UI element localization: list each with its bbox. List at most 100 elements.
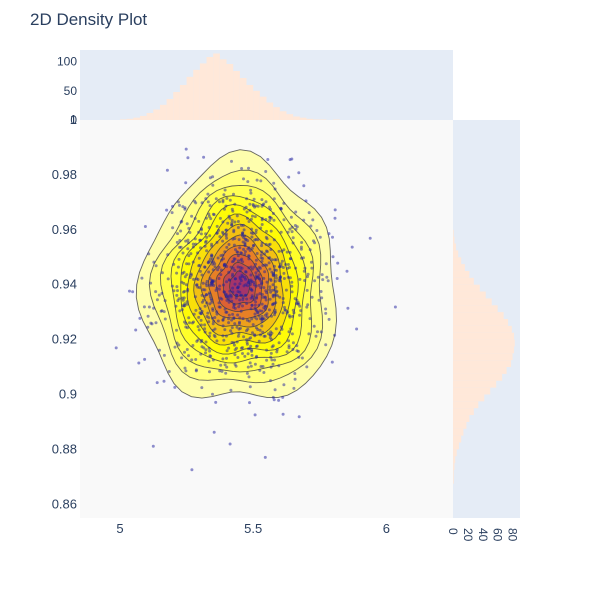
scatter-point xyxy=(235,340,239,344)
scatter-point xyxy=(195,283,199,287)
top-hist-bar xyxy=(259,96,267,120)
top-hist-bar xyxy=(119,119,127,120)
scatter-point xyxy=(251,331,254,335)
scatter-point xyxy=(260,244,264,248)
scatter-point xyxy=(254,274,258,278)
scatter-point xyxy=(160,291,164,295)
scatter-point xyxy=(217,301,221,305)
scatter-point xyxy=(217,228,221,232)
scatter-point xyxy=(305,288,309,292)
right-hist-bar xyxy=(453,270,470,278)
scatter-point xyxy=(249,364,253,368)
scatter-point xyxy=(292,386,296,390)
scatter-point xyxy=(248,202,252,206)
right-hist-bar xyxy=(453,243,456,251)
scatter-point xyxy=(263,263,267,267)
scatter-point xyxy=(232,343,236,347)
scatter-point xyxy=(355,327,359,331)
scatter-point xyxy=(173,345,177,349)
scatter-point xyxy=(291,314,295,318)
scatter-point xyxy=(222,283,225,287)
scatter-point xyxy=(243,293,247,297)
scatter-point xyxy=(193,199,197,203)
scatter-point xyxy=(215,286,219,290)
scatter-point xyxy=(227,346,231,350)
scatter-point xyxy=(224,232,228,236)
scatter-point xyxy=(304,199,308,203)
scatter-point xyxy=(215,240,219,244)
right-hist-bar xyxy=(453,298,492,306)
scatter-point xyxy=(229,329,233,333)
scatter-point xyxy=(288,276,292,280)
scatter-point xyxy=(167,370,171,373)
scatter-point xyxy=(267,308,271,312)
scatter-point xyxy=(244,270,248,274)
top-hist-bar xyxy=(273,107,280,120)
scatter-point xyxy=(264,298,268,302)
scatter-point xyxy=(197,230,201,234)
scatter-point xyxy=(212,284,216,287)
scatter-point xyxy=(208,234,212,238)
scatter-point xyxy=(181,251,185,255)
scatter-point xyxy=(241,275,245,279)
scatter-point xyxy=(235,214,239,218)
scatter-point xyxy=(203,323,207,327)
scatter-point xyxy=(249,278,253,282)
scatter-point xyxy=(274,301,278,305)
scatter-point xyxy=(269,365,273,369)
scatter-point xyxy=(245,297,249,301)
scatter-point xyxy=(229,388,233,392)
scatter-point xyxy=(248,208,252,212)
scatter-point xyxy=(192,277,196,281)
top-hist-bar xyxy=(166,99,174,120)
scatter-point xyxy=(243,250,247,254)
scatter-point xyxy=(291,236,295,240)
scatter-point xyxy=(206,311,210,315)
scatter-point xyxy=(246,327,250,331)
scatter-point xyxy=(256,269,260,273)
scatter-point xyxy=(254,228,258,232)
scatter-point xyxy=(297,171,301,175)
scatter-point xyxy=(190,214,194,218)
scatter-point xyxy=(312,324,316,328)
scatter-point xyxy=(227,298,231,301)
scatter-point xyxy=(282,271,286,275)
scatter-point xyxy=(393,305,397,309)
scatter-point xyxy=(298,277,302,281)
scatter-point xyxy=(199,232,203,236)
scatter-point xyxy=(333,216,337,220)
scatter-point xyxy=(197,219,201,223)
scatter-point xyxy=(265,315,269,319)
scatter-point xyxy=(224,228,228,232)
scatter-point xyxy=(242,236,246,240)
scatter-point xyxy=(207,320,211,324)
scatter-point xyxy=(274,276,278,280)
top-hist-bar xyxy=(279,111,287,120)
scatter-point xyxy=(258,328,262,332)
scatter-point xyxy=(230,341,234,344)
scatter-point xyxy=(147,305,151,309)
scatter-point xyxy=(238,269,242,273)
scatter-point xyxy=(237,322,241,326)
scatter-point xyxy=(188,321,191,325)
scatter-point xyxy=(209,354,213,358)
scatter-point xyxy=(280,249,284,253)
scatter-point xyxy=(254,345,258,348)
scatter-point xyxy=(191,344,195,347)
top-hist-bar xyxy=(286,114,294,120)
scatter-point xyxy=(180,219,184,223)
scatter-point xyxy=(327,317,331,321)
scatter-point xyxy=(211,322,215,326)
scatter-point xyxy=(274,268,278,272)
scatter-point xyxy=(300,241,304,244)
scatter-point xyxy=(202,346,206,350)
scatter-point xyxy=(273,388,277,392)
scatter-point xyxy=(260,198,264,202)
scatter-point xyxy=(245,197,249,201)
scatter-point xyxy=(180,308,184,312)
scatter-point xyxy=(336,261,340,265)
scatter-point xyxy=(205,249,209,253)
scatter-point xyxy=(192,320,195,324)
scatter-point xyxy=(196,325,200,329)
scatter-point xyxy=(246,180,250,184)
